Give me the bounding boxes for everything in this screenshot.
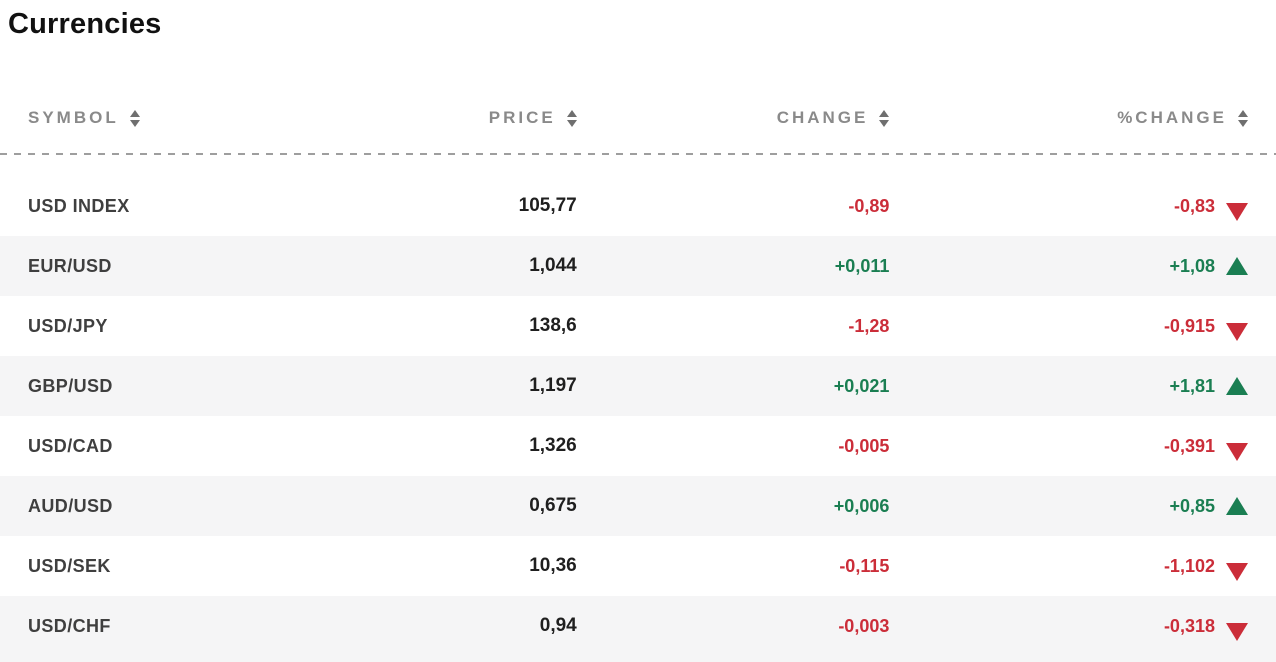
pct-change-value: -1,102 (1163, 555, 1215, 576)
change-value: +0,011 (834, 255, 890, 276)
change-value: -0,89 (848, 195, 890, 216)
change-cell: +0,011 (577, 256, 890, 277)
symbol-cell: GBP/USD (0, 376, 319, 397)
symbol-label: USD/JPY (28, 315, 108, 336)
symbol-label: GBP/USD (28, 375, 113, 396)
pct-change-value: +1,81 (1169, 375, 1215, 396)
price-cell: 105,77 (319, 195, 577, 217)
price-value: 10,36 (529, 555, 577, 576)
triangle-down-icon (1225, 443, 1248, 461)
triangle-up-icon (1225, 377, 1248, 395)
change-cell: +0,006 (577, 496, 890, 517)
triangle-down-icon (1225, 323, 1248, 341)
pct-change-cell: -0,83 (889, 191, 1276, 221)
page-title: Currencies (8, 8, 162, 40)
price-cell: 138,6 (319, 315, 577, 337)
symbol-label: AUD/USD (28, 495, 113, 516)
change-cell: -0,003 (577, 615, 890, 637)
price-cell: 1,326 (319, 435, 577, 457)
change-value: -0,005 (838, 435, 890, 456)
triangle-down-icon (1225, 623, 1248, 641)
table-row[interactable]: EUR/USD 1,044 +0,011 +1,08 (0, 236, 1276, 296)
symbol-label: USD/CAD (28, 435, 113, 456)
symbol-cell: USD/SEK (0, 556, 319, 577)
symbol-label: USD/CHF (28, 615, 111, 636)
pct-change-cell: -0,318 (889, 611, 1276, 641)
table-row[interactable]: USD/CHF 0,94 -0,003 -0,318 (0, 596, 1276, 656)
triangle-up-icon (1225, 497, 1248, 515)
pct-change-value: +0,85 (1169, 495, 1215, 516)
pct-change-value: -0,83 (1173, 195, 1215, 216)
pct-change-cell: +1,08 (889, 256, 1276, 277)
pct-change-cell: +0,85 (889, 496, 1276, 517)
symbol-label: USD INDEX (28, 195, 130, 216)
triangle-down-icon (1225, 563, 1248, 581)
change-cell: -0,115 (577, 555, 890, 577)
pct-change-value: -0,915 (1163, 315, 1215, 336)
table-row[interactable]: USD/SEK 10,36 -0,115 -1,102 (0, 536, 1276, 596)
change-cell: +0,021 (577, 376, 890, 397)
triangle-up-icon (1225, 257, 1248, 275)
column-header-price-label: PRICE (488, 108, 556, 127)
pct-change-cell: -0,391 (889, 431, 1276, 461)
table-row[interactable]: GBP/USD 1,197 +0,021 +1,81 (0, 356, 1276, 416)
column-header-pct-change-label: %CHANGE (1117, 108, 1227, 127)
symbol-cell: USD/CAD (0, 436, 319, 457)
change-cell: -0,005 (577, 435, 890, 457)
price-cell: 10,36 (319, 555, 577, 577)
column-header-symbol[interactable]: SYMBOL (0, 108, 319, 128)
column-header-price[interactable]: PRICE (319, 108, 577, 128)
sort-arrows-icon[interactable] (566, 109, 577, 127)
symbol-cell: EUR/USD (0, 256, 319, 277)
table-row[interactable]: USD/CAD 1,326 -0,005 -0,391 (0, 416, 1276, 476)
pct-change-cell: +1,81 (889, 376, 1276, 397)
price-value: 1,044 (529, 255, 577, 276)
price-value: 0,675 (529, 495, 577, 516)
symbol-label: EUR/USD (28, 255, 112, 276)
change-value: -1,28 (848, 315, 890, 336)
column-header-symbol-label: SYMBOL (28, 108, 119, 127)
price-value: 105,77 (518, 195, 577, 216)
sort-arrows-icon[interactable] (129, 109, 140, 127)
table-body: USD INDEX 105,77 -0,89 -0,83 EUR/USD 1,0… (0, 176, 1276, 656)
price-cell: 1,044 (319, 255, 577, 277)
table-header-row: SYMBOL PRICE CHANGE %CHANGE (0, 94, 1276, 142)
change-value: +0,006 (833, 495, 890, 516)
symbol-cell: USD INDEX (0, 196, 319, 217)
price-cell: 1,197 (319, 375, 577, 397)
symbol-cell: AUD/USD (0, 496, 319, 517)
sort-arrows-icon[interactable] (879, 109, 890, 127)
symbol-cell: USD/CHF (0, 616, 319, 637)
column-header-change[interactable]: CHANGE (577, 108, 890, 128)
change-cell: -0,89 (577, 195, 890, 217)
price-value: 0,94 (539, 615, 577, 636)
pct-change-value: -0,318 (1163, 615, 1215, 636)
price-value: 1,326 (529, 435, 577, 456)
table-row[interactable]: USD/JPY 138,6 -1,28 -0,915 (0, 296, 1276, 356)
price-value: 138,6 (529, 315, 577, 336)
change-value: -0,115 (839, 555, 890, 576)
price-cell: 0,675 (319, 495, 577, 517)
header-dashed-divider (0, 153, 1276, 155)
column-header-change-label: CHANGE (776, 108, 869, 127)
change-value: +0,021 (833, 375, 890, 396)
symbol-cell: USD/JPY (0, 316, 319, 337)
symbol-label: USD/SEK (28, 555, 111, 576)
change-value: -0,003 (838, 615, 890, 636)
column-header-pct-change[interactable]: %CHANGE (889, 108, 1276, 128)
price-cell: 0,94 (319, 615, 577, 637)
row-background-continuation (0, 656, 1276, 662)
table-row[interactable]: AUD/USD 0,675 +0,006 +0,85 (0, 476, 1276, 536)
price-value: 1,197 (529, 375, 577, 396)
pct-change-cell: -0,915 (889, 311, 1276, 341)
triangle-down-icon (1225, 203, 1248, 221)
pct-change-value: -0,391 (1163, 435, 1215, 456)
sort-arrows-icon[interactable] (1237, 109, 1248, 127)
table-row[interactable]: USD INDEX 105,77 -0,89 -0,83 (0, 176, 1276, 236)
pct-change-value: +1,08 (1169, 255, 1215, 276)
change-cell: -1,28 (577, 315, 890, 337)
pct-change-cell: -1,102 (889, 551, 1276, 581)
